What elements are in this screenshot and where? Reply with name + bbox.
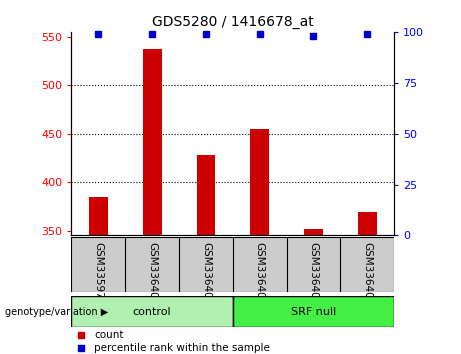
Text: genotype/variation ▶: genotype/variation ▶ bbox=[5, 307, 108, 316]
Title: GDS5280 / 1416678_at: GDS5280 / 1416678_at bbox=[152, 16, 313, 29]
Bar bbox=[233, 296, 394, 327]
Bar bbox=[358, 212, 377, 235]
Bar bbox=[304, 229, 323, 235]
Bar bbox=[196, 155, 215, 235]
Bar bbox=[250, 129, 269, 235]
Text: percentile rank within the sample: percentile rank within the sample bbox=[94, 343, 270, 353]
Text: GSM336409: GSM336409 bbox=[362, 241, 372, 305]
Text: GSM336407: GSM336407 bbox=[254, 241, 265, 305]
Text: GSM336406: GSM336406 bbox=[201, 241, 211, 305]
Bar bbox=[89, 196, 108, 235]
Bar bbox=[71, 296, 233, 327]
Text: GSM335971: GSM335971 bbox=[93, 241, 103, 305]
Text: GSM336405: GSM336405 bbox=[147, 241, 157, 305]
Text: count: count bbox=[94, 330, 124, 340]
Text: SRF null: SRF null bbox=[291, 307, 336, 316]
Bar bbox=[143, 49, 161, 235]
Text: control: control bbox=[133, 307, 171, 316]
Text: GSM336408: GSM336408 bbox=[308, 241, 319, 305]
